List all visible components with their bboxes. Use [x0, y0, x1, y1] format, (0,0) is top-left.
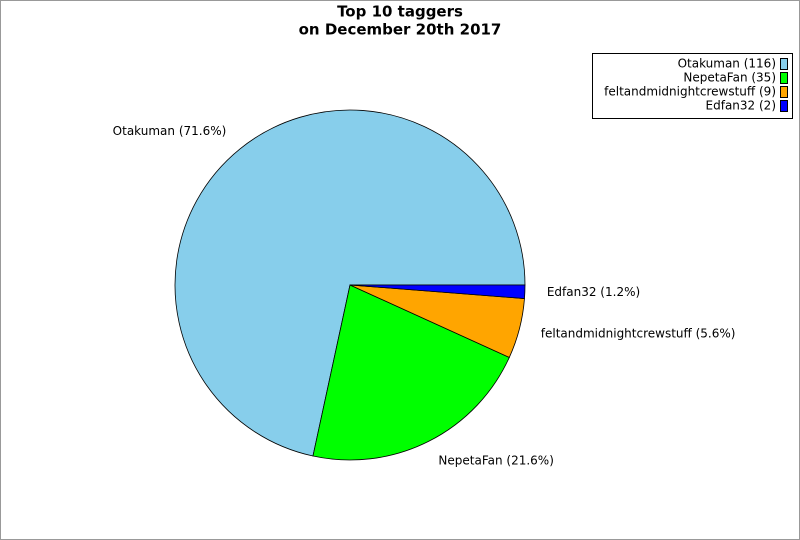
legend-swatch	[780, 58, 788, 70]
pie-slice	[312, 284, 510, 461]
legend-label: Otakuman (116)	[678, 57, 776, 71]
legend-swatch	[780, 72, 788, 84]
pie-slice	[349, 284, 526, 299]
pie-slice	[174, 109, 526, 457]
slice-label: NepetaFan (21.6%)	[438, 454, 553, 468]
chart-title: Top 10 taggers	[337, 3, 463, 21]
legend-box	[592, 53, 793, 119]
legend-label: NepetaFan (35)	[683, 71, 776, 85]
slice-label: Edfan32 (1.2%)	[547, 285, 640, 299]
legend-label: feltandmidnightcrewstuff (9)	[604, 85, 776, 99]
slice-label: feltandmidnightcrewstuff (5.6%)	[541, 327, 736, 341]
slice-label: Otakuman (71.6%)	[113, 124, 227, 138]
legend-label: Edfan32 (2)	[706, 99, 776, 113]
legend-swatch	[780, 86, 788, 98]
chart-subtitle: on December 20th 2017	[299, 21, 502, 39]
legend-swatch	[780, 100, 788, 112]
